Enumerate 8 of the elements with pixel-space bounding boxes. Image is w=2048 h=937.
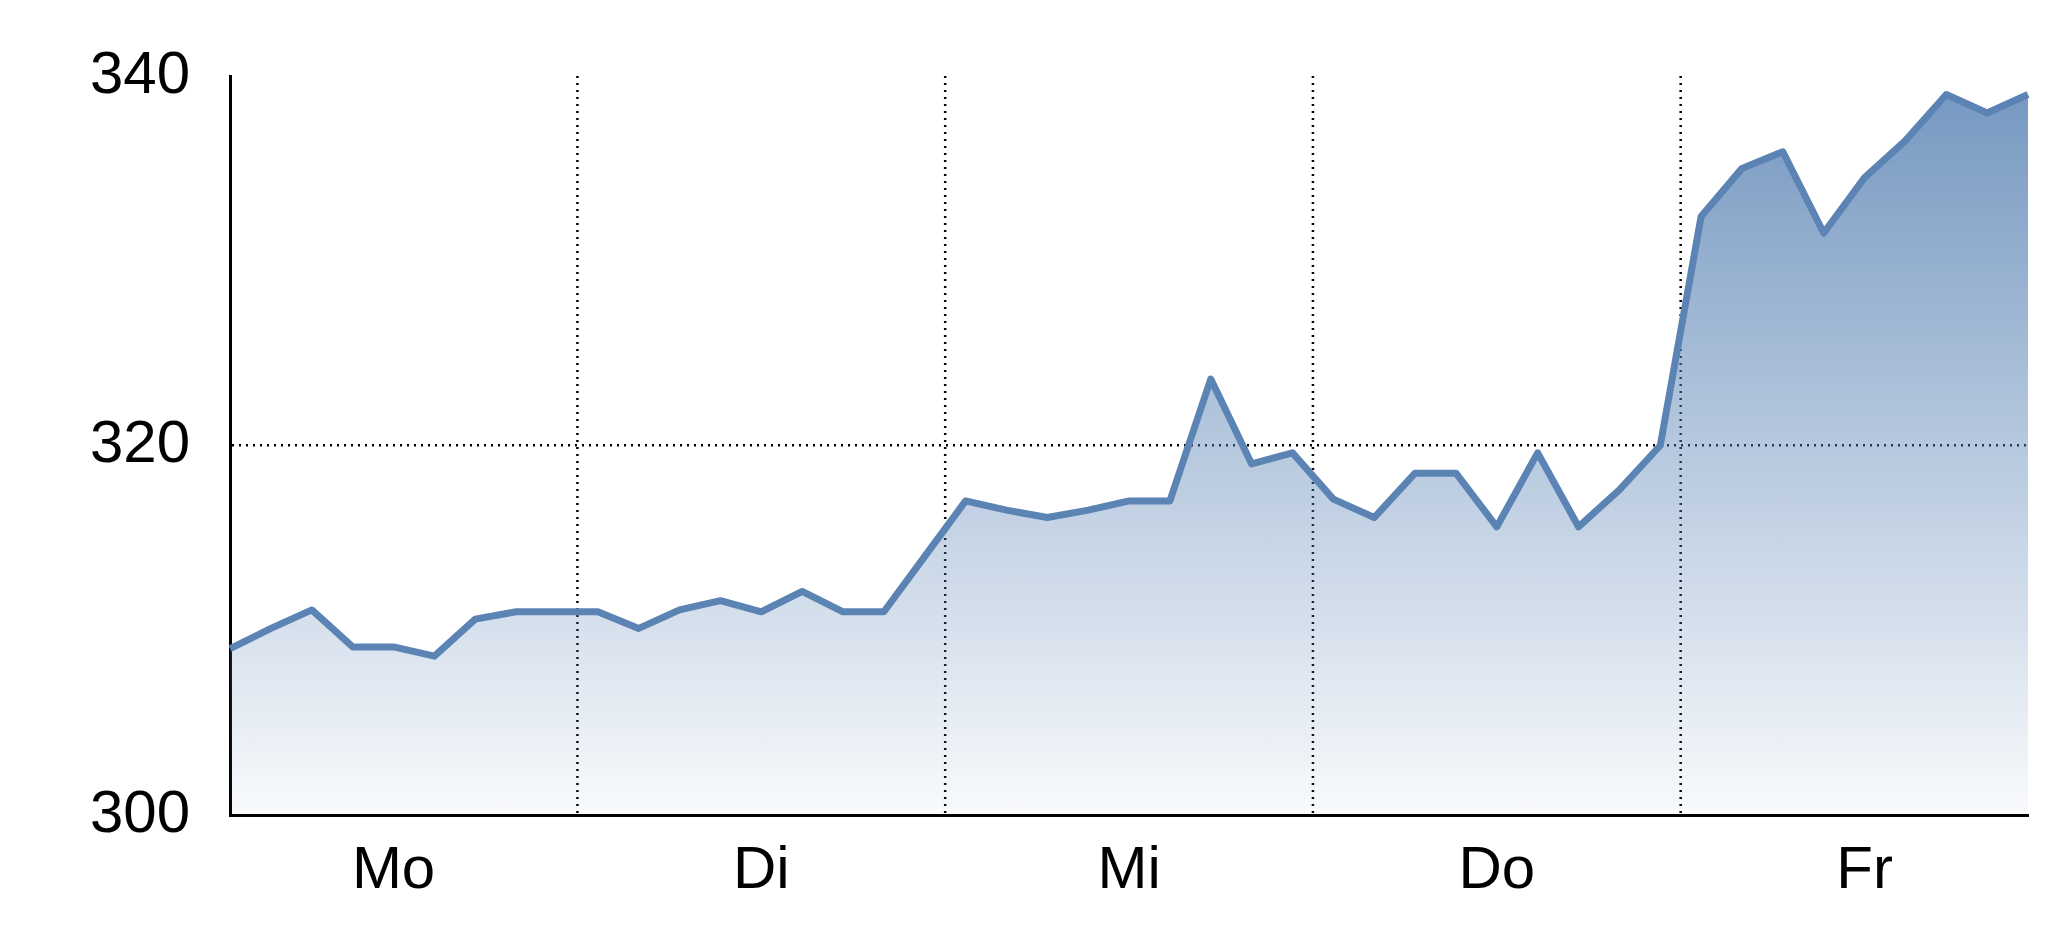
x-tick-label: Mi (1097, 833, 1161, 901)
y-tick-label: 300 (90, 777, 191, 845)
x-tick-label: Fr (1836, 833, 1893, 901)
x-tick-label: Mo (351, 833, 436, 901)
y-tick-label: 340 (90, 38, 191, 106)
x-tick-label: Di (732, 833, 790, 901)
y-tick-label: 320 (90, 408, 191, 476)
x-tick-label: Do (1458, 833, 1536, 901)
